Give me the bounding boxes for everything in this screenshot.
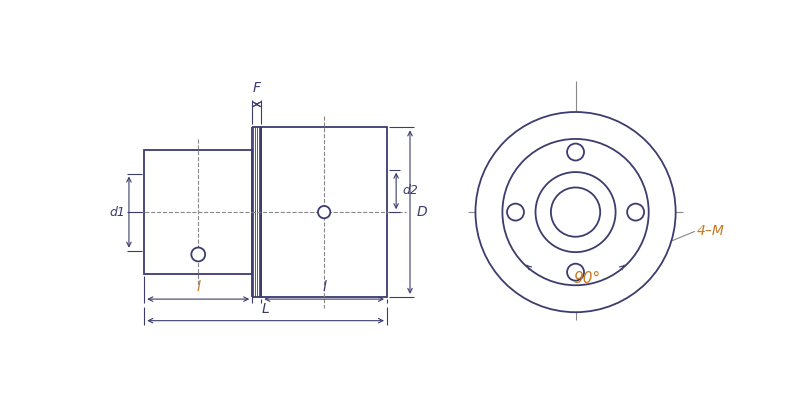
Text: d2: d2 <box>402 184 418 197</box>
Text: l: l <box>322 281 326 294</box>
Text: 4–M: 4–M <box>698 224 725 238</box>
Circle shape <box>507 204 524 220</box>
Text: d1: d1 <box>110 206 125 218</box>
Circle shape <box>551 187 600 237</box>
Bar <box>262 127 387 297</box>
Text: D: D <box>416 205 426 219</box>
Text: F: F <box>253 81 261 95</box>
Circle shape <box>535 172 615 252</box>
Circle shape <box>191 247 205 261</box>
Circle shape <box>627 204 644 220</box>
Circle shape <box>567 264 584 281</box>
Bar <box>144 150 252 274</box>
Circle shape <box>502 139 649 285</box>
Circle shape <box>318 206 330 218</box>
Text: 90°: 90° <box>574 271 601 286</box>
Circle shape <box>567 144 584 160</box>
Circle shape <box>475 112 676 312</box>
Text: L: L <box>262 302 270 316</box>
Text: l: l <box>196 281 200 294</box>
